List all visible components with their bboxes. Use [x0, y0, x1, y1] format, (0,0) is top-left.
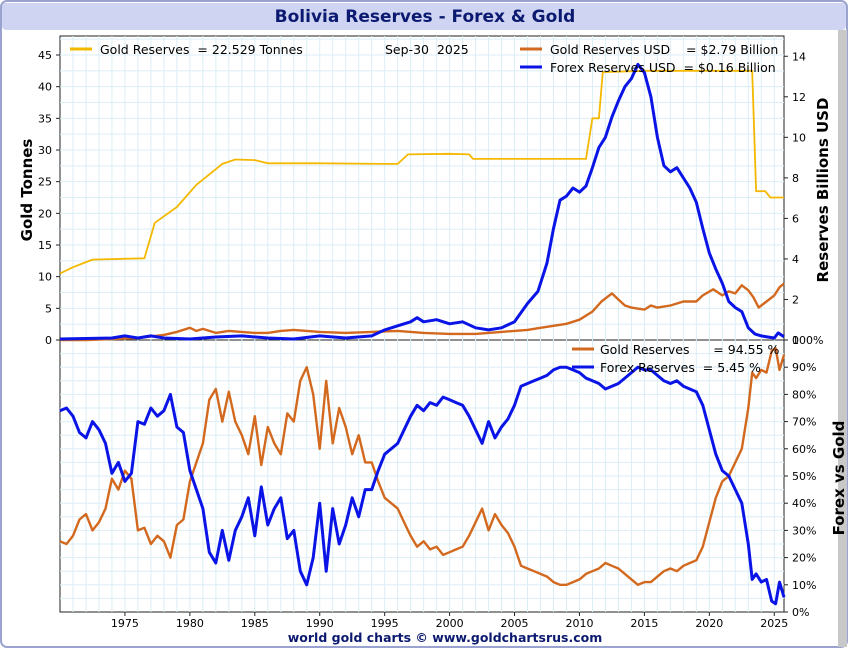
tick-label-percent: 70%	[792, 416, 816, 429]
tick-label-right: 0	[792, 334, 799, 347]
tick-label-left: 30	[38, 144, 52, 157]
series-line-pct-forex	[59, 365, 786, 606]
tick-label-percent: 90%	[792, 361, 816, 374]
tick-label-right: 2	[792, 293, 799, 306]
tick-label-x: 1995	[371, 617, 399, 630]
tick-label-right: 4	[792, 253, 799, 266]
footer-credit: world gold charts © www.goldchartsrus.co…	[288, 630, 603, 645]
tick-label-x: 2005	[501, 617, 529, 630]
tick-label-left: 25	[38, 176, 52, 189]
tick-label-percent: 50%	[792, 470, 816, 483]
tick-label-percent: 20%	[792, 552, 816, 565]
tick-label-x: 1980	[176, 617, 204, 630]
tick-label-percent: 30%	[792, 524, 816, 537]
series-bottom	[59, 347, 786, 606]
date-label: Sep-30 2025	[385, 42, 469, 57]
tick-label-x: 2010	[565, 617, 593, 630]
tick-label-left: 35	[38, 112, 52, 125]
y-axis-bottom-right-label: Forex vs Gold	[830, 421, 848, 536]
series-top	[59, 62, 785, 342]
tick-label-x: 2000	[436, 617, 464, 630]
chart-title: Bolivia Reserves - Forex & Gold	[275, 7, 576, 27]
tick-label-x: 1990	[306, 617, 334, 630]
tick-label-x: 2025	[760, 617, 788, 630]
legend-top: Gold Reserves = 22.529 Tonnes Sep-30 202…	[70, 42, 778, 75]
title-bar	[2, 3, 846, 30]
y-ticks-percent: 0% 10% 20% 30% 40% 50% 60% 70% 80% 90% 100%	[784, 334, 823, 619]
legend-forex-usd: Forex Reserves USD = $0.16 Billion	[550, 60, 776, 75]
tick-label-right: 14	[792, 50, 806, 63]
tick-label-percent: 100%	[792, 334, 823, 347]
legend-gold-tonnes: Gold Reserves = 22.529 Tonnes	[100, 42, 303, 57]
tick-label-x: 1975	[111, 617, 139, 630]
tick-label-percent: 10%	[792, 579, 816, 592]
tick-label-left: 45	[38, 49, 52, 62]
tick-label-x: 2015	[630, 617, 658, 630]
tick-label-x: 1985	[241, 617, 269, 630]
tick-label-left: 40	[38, 81, 52, 94]
tick-label-left: 5	[45, 302, 52, 315]
x-ticks: 1975 1980 1985 1990 1995 2000 2005 2010 2015 2020…	[111, 612, 788, 630]
y-axis-left-label: Gold Tonnes	[18, 139, 36, 242]
series-line-gold	[59, 69, 784, 275]
tick-label-percent: 60%	[792, 443, 816, 456]
series-line-pct-gold_usd	[59, 347, 786, 586]
tick-label-right: 6	[792, 212, 799, 225]
tick-label-percent: 40%	[792, 497, 816, 510]
tick-label-x: 2020	[695, 617, 723, 630]
series-line-forex	[59, 62, 785, 341]
tick-label-right: 10	[792, 131, 806, 144]
tick-label-left: 10	[38, 271, 52, 284]
tick-label-percent: 80%	[792, 388, 816, 401]
tick-label-percent: 0%	[792, 606, 809, 619]
legend-gold-usd: Gold Reserves USD = $2.79 Billion	[550, 42, 778, 57]
grid-top	[60, 36, 784, 340]
tick-label-right: 8	[792, 172, 799, 185]
tick-label-right: 12	[792, 91, 806, 104]
tick-label-left: 0	[45, 334, 52, 347]
y-ticks-right: 0 2 4 6 8 10 12 14	[784, 50, 806, 347]
legend-gold-pct: Gold Reserves = 94.55 %	[600, 342, 780, 357]
series-line-gold_usd	[60, 282, 785, 342]
legend-forex-pct: Forex Reserves = 5.45 %	[600, 360, 761, 375]
frame-shadow	[838, 30, 847, 647]
tick-label-left: 20	[38, 207, 52, 220]
tick-label-left: 15	[38, 239, 52, 252]
y-axis-right-label: Reserves Billions USD	[814, 98, 832, 283]
legend-bottom: Gold Reserves = 94.55 % Forex Reserves =…	[572, 342, 780, 375]
y-ticks-left: 0 5 10 15 20 25 30 35 40 45	[38, 49, 60, 347]
